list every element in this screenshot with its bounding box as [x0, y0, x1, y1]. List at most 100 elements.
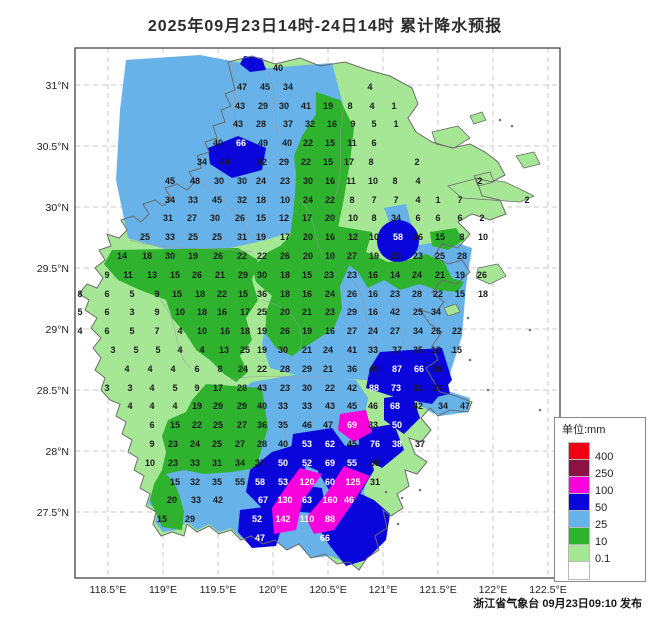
station-value: 5 — [129, 289, 134, 299]
station-value: 22 — [257, 251, 267, 261]
station-value: 21 — [435, 270, 445, 280]
station-value: 25 — [257, 307, 267, 317]
station-value: 33 — [191, 495, 201, 505]
station-value: 34 — [165, 195, 175, 205]
station-value: 21 — [302, 345, 312, 355]
lat-tick-label: 29°N — [46, 324, 69, 336]
lon-tick-label: 120°E — [259, 584, 288, 596]
station-value: 15 — [172, 289, 182, 299]
station-value: 34 — [391, 213, 401, 223]
station-value: 16 — [217, 307, 227, 317]
station-value: 19 — [257, 345, 267, 355]
lat-tick-label: 31°N — [46, 80, 69, 92]
station-value: 8 — [392, 176, 397, 186]
station-value: 6 — [435, 213, 440, 223]
station-value: 25 — [188, 232, 198, 242]
station-value: 30 — [302, 383, 312, 393]
station-value: 15 — [238, 289, 248, 299]
station-value: 10 — [325, 251, 335, 261]
station-value: 15 — [170, 477, 180, 487]
lon-tick-label: 122°E — [479, 584, 508, 596]
station-value: 7 — [393, 195, 398, 205]
station-value: 19 — [369, 251, 379, 261]
station-value: 5 — [77, 307, 82, 317]
station-value: 40 — [278, 439, 288, 449]
station-value: 42 — [390, 307, 400, 317]
station-value: 41 — [301, 101, 311, 111]
station-value: 10 — [369, 232, 379, 242]
station-value: 10 — [280, 195, 290, 205]
station-value: 8 — [217, 364, 222, 374]
province-outline — [78, 55, 507, 571]
station-value: 16 — [368, 289, 378, 299]
station-value: 27 — [237, 420, 247, 430]
station-value: 69 — [347, 420, 357, 430]
station-value: 43 — [235, 101, 245, 111]
station-value: 55 — [235, 477, 245, 487]
station-value: 130 — [277, 495, 292, 505]
station-value: 5 — [129, 326, 134, 336]
station-value: 23 — [390, 289, 400, 299]
station-value: 53 — [302, 439, 312, 449]
station-value: 120 — [299, 477, 314, 487]
station-value: 10 — [348, 213, 358, 223]
station-value: 36 — [257, 420, 267, 430]
station-value: 24 — [303, 195, 313, 205]
station-value: 15 — [455, 289, 465, 299]
station-value: 1 — [435, 195, 440, 205]
station-value: 26 — [431, 326, 441, 336]
station-value: 87 — [392, 364, 402, 374]
station-value: 29 — [258, 101, 268, 111]
station-value: 23 — [280, 383, 290, 393]
station-value: 37 — [255, 458, 265, 468]
station-value: 9 — [149, 439, 154, 449]
station-value: 42 — [257, 157, 267, 167]
station-value: 28 — [391, 251, 401, 261]
station-value: 16 — [220, 326, 230, 336]
station-value: 34 — [197, 157, 207, 167]
station-value: 41 — [347, 345, 357, 355]
station-value: 28 — [412, 289, 422, 299]
station-value: 53 — [278, 477, 288, 487]
station-value: 40 — [213, 138, 223, 148]
station-value: 63 — [302, 495, 312, 505]
station-value: 27 — [187, 213, 197, 223]
station-value: 16 — [325, 176, 335, 186]
station-value: 33 — [188, 195, 198, 205]
station-value: 3 — [110, 345, 115, 355]
station-value: 34 — [431, 307, 441, 317]
station-value: 4 — [369, 101, 374, 111]
station-value: 18 — [240, 326, 250, 336]
lat-tick-label: 30°N — [46, 202, 69, 214]
station-value: 22 — [433, 289, 443, 299]
station-value: 2 — [414, 157, 419, 167]
lon-tick-label: 122.5°E — [529, 584, 566, 596]
legend-color-chip — [568, 561, 590, 580]
station-value: 34 — [413, 326, 423, 336]
station-value: 13 — [219, 345, 229, 355]
station-value: 29 — [237, 401, 247, 411]
station-value: 4 — [77, 326, 82, 336]
station-value: 25 — [413, 307, 423, 317]
station-value: 18 — [478, 289, 488, 299]
station-value: 50 — [278, 458, 288, 468]
station-value: 60 — [325, 477, 335, 487]
station-value: 31 — [237, 232, 247, 242]
station-value: 58 — [393, 232, 403, 242]
station-value: 46 — [302, 420, 312, 430]
station-value: 35 — [212, 477, 222, 487]
legend-title: 单位:mm — [562, 424, 606, 436]
station-value: 45 — [347, 401, 357, 411]
station-value: 43 — [257, 383, 267, 393]
station-value: 25 — [213, 420, 223, 430]
station-value: 30 — [165, 251, 175, 261]
station-value: 15 — [325, 138, 335, 148]
station-value: 6 — [194, 364, 199, 374]
station-value: 8 — [368, 157, 373, 167]
station-value: 18 — [256, 195, 266, 205]
station-value: 29 — [185, 514, 195, 524]
station-value: 15 — [170, 420, 180, 430]
station-value: 9 — [350, 119, 355, 129]
station-value: 20 — [303, 251, 313, 261]
station-value: 31 — [212, 458, 222, 468]
